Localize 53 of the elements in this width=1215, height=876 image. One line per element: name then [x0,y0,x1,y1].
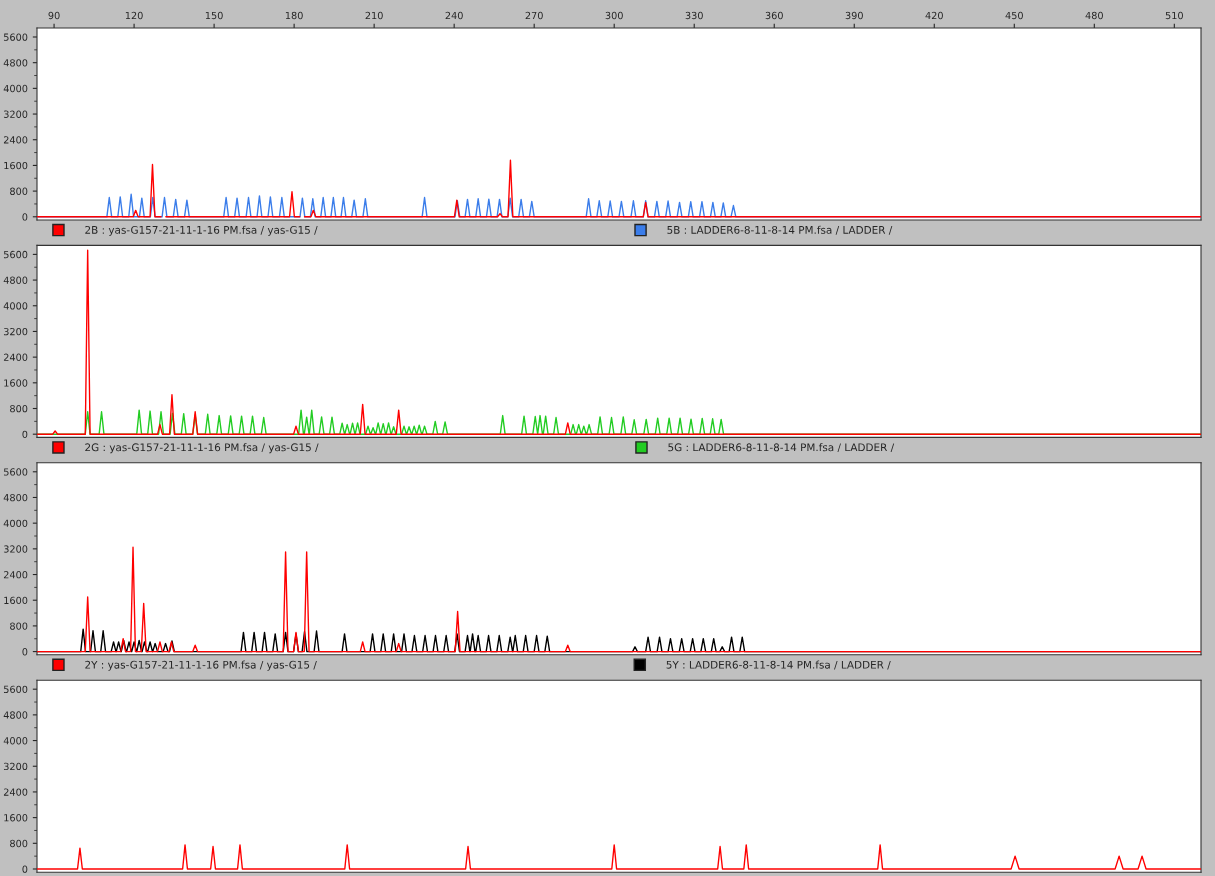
x-tick-label: 390 [845,11,863,20]
y-tick-label: 4800 [3,711,28,719]
x-tick-label: 510 [1165,11,1183,20]
y-tick-label: 800 [10,187,28,195]
y-tick-label: 3200 [3,762,28,771]
y-tick-label: 5600 [3,33,28,41]
y-tick-label: 3200 [3,545,28,553]
x-tick-label: 480 [1085,11,1103,20]
y-tick-label: 2400 [3,788,28,796]
y-tick-label: 5600 [3,250,28,259]
y-tick-label: 1600 [4,379,28,387]
y-tick-label: 0 [22,213,28,221]
legend-label: 2Y : yas-G157-21-11-1-16 PM.fsa / yas-G15 / [85,660,317,671]
x-tick-label: 90 [48,11,60,20]
y-tick-label: 4000 [3,84,28,93]
y-tick-label: 2400 [3,353,28,361]
x-tick-label: 330 [685,11,703,20]
y-tick-label: 800 [10,404,28,413]
x-tick-label: 240 [445,11,463,20]
x-tick-label: 300 [605,11,623,20]
legend-label: 2B : yas-G157-21-11-1-16 PM.fsa / yas-G15 / [85,225,318,236]
y-tick-label: 2400 [3,136,28,144]
y-tick-label: 3200 [3,110,28,118]
legend-label: 2G : yas-G157-21-11-1-16 PM.fsa / yas-G15 / [85,443,319,454]
x-tick-label: 150 [205,11,223,20]
y-tick-label: 4000 [3,519,28,527]
y-tick-label: 1600 [4,596,28,605]
y-tick-label: 800 [10,622,28,630]
x-tick-label: 120 [125,11,143,20]
x-tick-label: 270 [525,11,543,20]
x-tick-label: 210 [365,11,383,20]
y-tick-label: 0 [22,430,28,439]
legend-label: 5B : LADDER6-8-11-8-14 PM.fsa / LADDER / [667,225,893,235]
y-tick-label: 4800 [3,493,28,502]
y-tick-label: 0 [22,648,28,656]
y-tick-label: 1600 [4,814,28,822]
y-tick-label: 4000 [3,302,28,310]
legend-label: 5Y : LADDER6-8-11-8-14 PM.fsa / LADDER / [666,660,891,670]
y-tick-label: 5600 [3,685,28,694]
y-tick-label: 4800 [3,276,28,284]
y-tick-label: 1600 [4,161,28,170]
y-tick-label: 800 [10,839,28,848]
y-tick-label: 5600 [3,468,28,476]
y-tick-label: 4000 [3,737,28,745]
x-tick-label: 360 [765,11,783,20]
x-tick-label: 420 [925,11,943,20]
legend-label: 5G : LADDER6-8-11-8-14 PM.fsa / LADDER / [668,443,895,453]
x-tick-label: 180 [285,11,303,20]
y-tick-label: 4800 [3,59,28,67]
y-tick-label: 2400 [3,571,28,579]
y-tick-label: 3200 [3,327,28,336]
x-tick-label: 450 [1005,11,1023,20]
y-tick-label: 0 [22,865,28,873]
